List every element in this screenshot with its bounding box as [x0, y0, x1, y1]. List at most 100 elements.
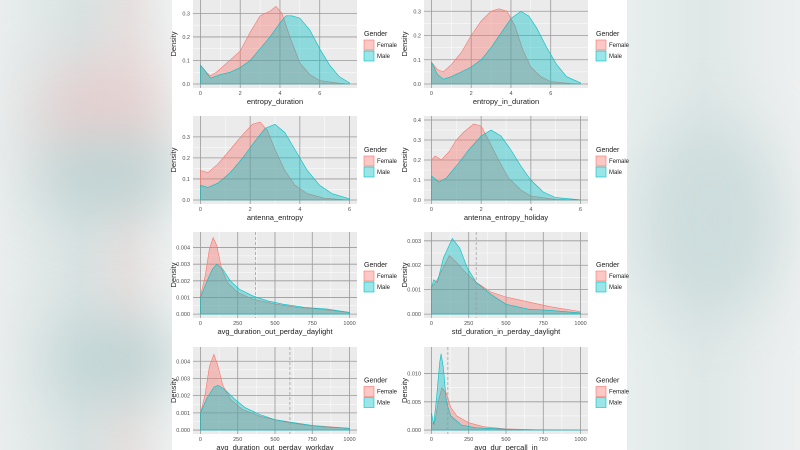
y-axis-title: Density [400, 262, 409, 287]
density-area-male [431, 237, 581, 315]
x-tick-label: 1000 [343, 321, 355, 327]
x-tick-label: 250 [233, 321, 242, 327]
y-tick-label: 0.3 [413, 9, 421, 15]
legend-key-female [595, 386, 607, 397]
y-axis-title: Density [169, 31, 178, 56]
density-area-male [200, 123, 350, 201]
legend-title: Gender [596, 378, 620, 385]
y-axis-title: Density [169, 262, 178, 287]
x-tick-label: 2 [480, 207, 483, 213]
x-tick-label: 0 [199, 207, 202, 213]
y-tick-label: 0.000 [407, 428, 421, 434]
x-tick-label: 500 [270, 437, 279, 443]
legend-label: Male [609, 170, 623, 176]
legend-key-male [363, 50, 375, 62]
y-tick-label: 0.1 [182, 177, 190, 183]
x-tick-label: 4 [278, 91, 281, 97]
x-tick-label: 2 [239, 91, 242, 97]
x-tick-label: 2 [470, 91, 473, 97]
x-tick-label: 6 [318, 91, 321, 97]
y-tick-label: 0.004 [176, 246, 190, 252]
density-panel-2: 0 2 4 6 0.0 0.1 0.2 0.3 entropy_in_duration Densi… [400, 0, 630, 106]
x-axis-title: entropy_duration [247, 97, 303, 106]
y-tick-label: 0.002 [407, 263, 421, 269]
y-tick-label: 0.003 [176, 262, 190, 268]
legend-label: Male [377, 170, 391, 176]
y-tick-label: 0.3 [182, 11, 190, 17]
legend: Gender Female Male [595, 378, 630, 408]
y-axis-title: Density [400, 147, 409, 172]
y-tick-label: 0.002 [176, 279, 190, 285]
x-axis-title: avg_dur_percall_in [474, 443, 537, 450]
density-area-female [200, 121, 350, 201]
y-tick-label: 0.1 [182, 58, 190, 64]
x-tick-label: 1000 [343, 437, 355, 443]
legend-title: Gender [364, 378, 388, 385]
legend-label: Female [609, 159, 630, 165]
x-axis-title: std_duration_in_perday_daylight [452, 327, 561, 336]
legend-title: Gender [364, 147, 388, 154]
y-tick-label: 0.1 [413, 178, 421, 184]
legend-label: Male [377, 285, 391, 291]
density-panel-7: 0 250 500 750 1000 0.000 0.001 0.002 0.003 0.004 a… [169, 347, 398, 450]
x-tick-label: 250 [233, 437, 242, 443]
x-tick-label: 2 [249, 207, 252, 213]
y-axis-title: Density [169, 378, 178, 403]
legend-label: Female [377, 274, 398, 280]
density-area-female [200, 236, 350, 315]
legend: Gender Female Male [363, 378, 398, 408]
legend-label: Female [609, 274, 630, 280]
y-tick-label: 0.2 [182, 156, 190, 162]
legend: Gender Female Male [595, 147, 630, 178]
y-tick-label: 0.001 [176, 411, 190, 417]
x-axis-title: antenna_entropy [247, 213, 304, 222]
legend-key-male [363, 166, 375, 178]
y-tick-label: 0.0 [413, 82, 421, 88]
x-tick-label: 0 [430, 91, 433, 97]
y-tick-label: 0.1 [413, 58, 421, 64]
y-tick-label: 0.0 [413, 198, 421, 204]
legend: Gender Female Male [363, 262, 398, 293]
x-tick-label: 500 [501, 437, 510, 443]
legend-label: Male [609, 401, 623, 407]
x-tick-label: 750 [308, 437, 317, 443]
y-tick-label: 0.2 [413, 158, 421, 164]
x-tick-label: 0 [430, 437, 433, 443]
y-tick-label: 0.004 [176, 359, 190, 365]
x-tick-label: 6 [348, 207, 351, 213]
y-tick-label: 0.2 [182, 35, 190, 41]
legend-key-female [595, 270, 607, 282]
x-tick-label: 6 [579, 207, 582, 213]
y-tick-label: 0.001 [176, 295, 190, 301]
density-panel-3: 0 2 4 6 0.0 0.1 0.2 0.3 antenna_entropy Density Ge… [169, 116, 398, 222]
legend-key-male [595, 281, 607, 293]
legend-label: Male [377, 54, 391, 60]
x-tick-label: 0 [199, 91, 202, 97]
legend: Gender Female Male [363, 147, 398, 178]
legend-label: Female [377, 159, 398, 165]
density-panel-5: 0 250 500 750 1000 0.000 0.001 0.002 0.003 0.004 a… [169, 232, 398, 336]
y-tick-label: 0.010 [407, 372, 421, 378]
background-blur-teal [40, 140, 180, 210]
legend-key-female [595, 155, 607, 167]
density-area-female [431, 8, 581, 85]
y-tick-label: 0.000 [176, 312, 190, 318]
legend-key-male [595, 166, 607, 178]
x-tick-label: 250 [464, 437, 473, 443]
legend-key-female [363, 386, 375, 397]
legend-key-male [363, 281, 375, 293]
x-tick-label: 500 [270, 321, 279, 327]
x-tick-label: 6 [549, 91, 552, 97]
legend-title: Gender [364, 31, 388, 38]
y-tick-label: 0.2 [413, 34, 421, 40]
legend: Gender Female Male [363, 31, 398, 62]
density-area-male [200, 263, 350, 315]
legend-key-female [363, 155, 375, 167]
y-tick-label: 0.005 [407, 400, 421, 406]
legend-label: Male [609, 285, 623, 291]
x-tick-label: 750 [539, 321, 548, 327]
x-axis-title: antenna_entropy_holiday [464, 213, 548, 222]
density-area-male [200, 384, 350, 431]
x-tick-label: 0 [430, 207, 433, 213]
legend-label: Female [377, 390, 398, 396]
